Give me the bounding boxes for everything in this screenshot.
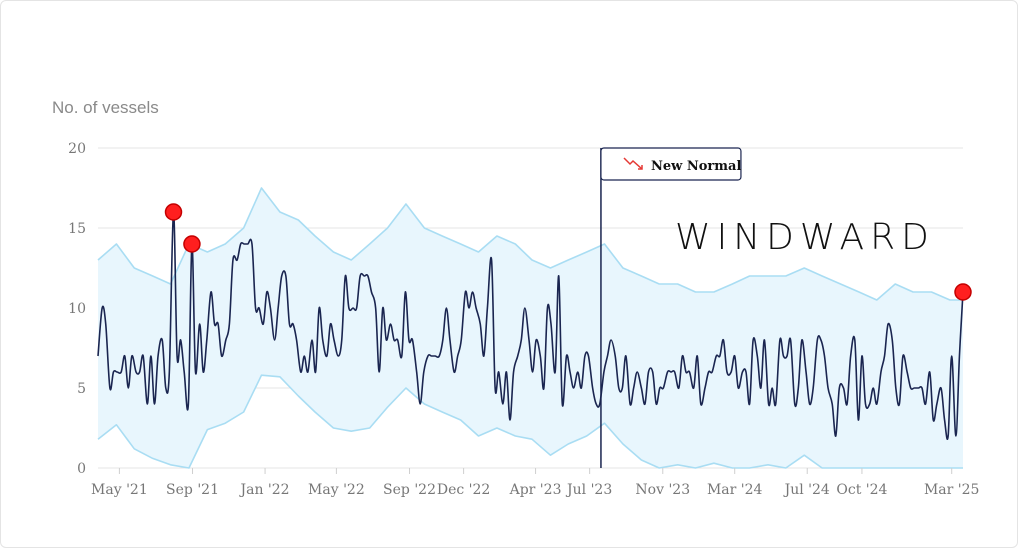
x-tick-label: Mar '24 xyxy=(707,482,763,498)
peak-marker xyxy=(164,203,183,221)
x-tick-label: Jul '23 xyxy=(565,482,612,498)
band-lower-edge xyxy=(97,374,963,469)
band-upper-edge xyxy=(97,187,963,301)
y-axis-ticks: 0 5 10 15 20 xyxy=(68,141,86,477)
vessel-count-series xyxy=(97,211,964,440)
x-tick-label: Jul '24 xyxy=(783,482,830,498)
x-tick-label: Oct '24 xyxy=(836,482,887,498)
vessel-count-line xyxy=(97,211,964,440)
x-tick-label: May '22 xyxy=(308,482,365,498)
normal-range-band xyxy=(97,187,963,469)
trend-down-icon-arrow xyxy=(638,165,643,170)
x-tick-label: Jan '22 xyxy=(239,482,290,498)
peak-marker xyxy=(183,235,201,253)
annotation-label: New Normal xyxy=(651,159,741,174)
y-tick-label: 5 xyxy=(77,381,86,397)
x-tick-label: Dec '22 xyxy=(437,482,490,498)
annotation-box xyxy=(600,147,742,181)
trend-down-icon xyxy=(623,157,643,170)
y-tick-label: 0 xyxy=(77,461,86,477)
x-tick-label: Nov '23 xyxy=(635,482,690,498)
y-tick-label: 10 xyxy=(68,301,86,317)
peak-marker xyxy=(954,283,972,301)
peak-markers xyxy=(164,203,972,301)
y-axis-title: No. of vessels xyxy=(52,98,159,117)
new-normal-annotation[interactable]: New Normal xyxy=(600,147,742,181)
x-tick-label: Mar '25 xyxy=(924,482,980,498)
x-tick-label: May '21 xyxy=(91,482,148,498)
x-tick-label: Apr '23 xyxy=(509,482,562,498)
x-tick-label: Sep '22 xyxy=(383,482,436,498)
windward-logo: WINDWARD xyxy=(675,217,935,258)
y-tick-label: 15 xyxy=(68,221,86,237)
x-axis-ticks: May '21 Sep '21 Jan '22 May '22 Sep '22 Dec '… xyxy=(91,468,979,498)
band-area xyxy=(98,188,963,468)
y-tick-label: 20 xyxy=(68,141,86,157)
x-tick-label: Sep '21 xyxy=(166,482,219,498)
